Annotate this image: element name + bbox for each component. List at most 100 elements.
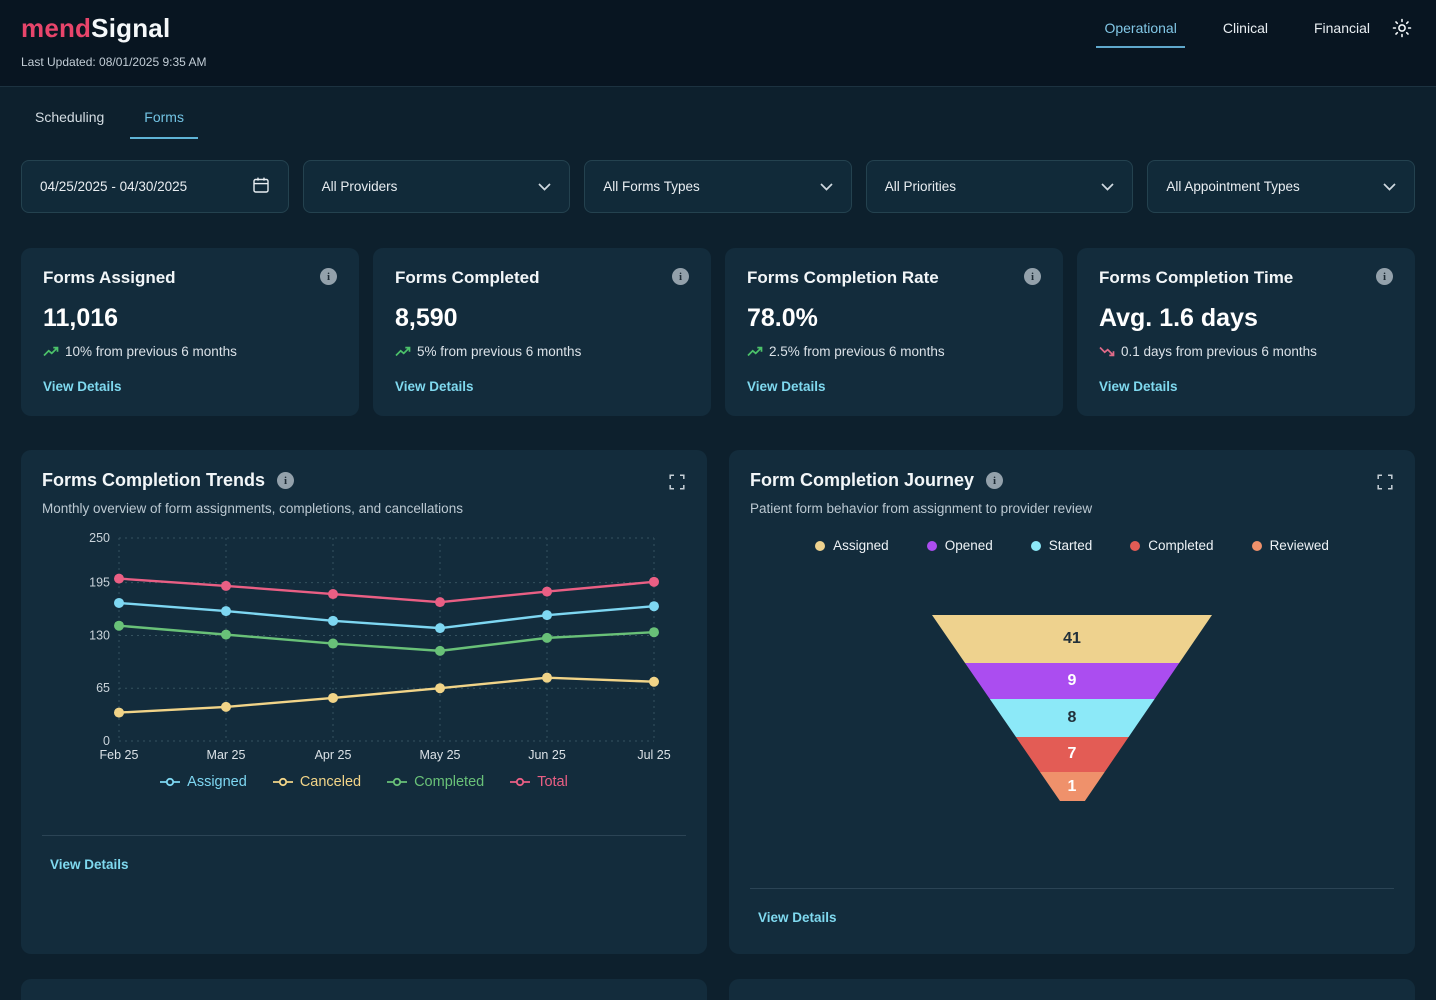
- tab-forms-label: Forms: [144, 109, 184, 125]
- info-icon[interactable]: i: [1024, 268, 1041, 285]
- data-point: [435, 683, 445, 694]
- date-range-picker[interactable]: 04/25/2025 - 04/30/2025: [21, 160, 289, 213]
- x-tick-label: Apr 25: [315, 748, 352, 762]
- view-details-link[interactable]: View Details: [395, 379, 474, 394]
- kpi-row: Forms Assigned i 11,016 10% from previou…: [21, 248, 1415, 416]
- trend-up-icon: [395, 346, 411, 357]
- expand-icon[interactable]: [1377, 474, 1393, 495]
- forms-types-dropdown[interactable]: All Forms Types: [584, 160, 852, 213]
- tab-clinical-label: Clinical: [1222, 20, 1268, 36]
- trend-down-icon: [1099, 346, 1115, 357]
- kpi-value: 78.0%: [747, 304, 818, 332]
- data-point: [114, 573, 124, 584]
- info-icon[interactable]: i: [277, 472, 295, 489]
- legend-item-assigned[interactable]: Assigned: [160, 774, 247, 790]
- legend-item-completed[interactable]: Completed: [387, 774, 484, 790]
- info-icon[interactable]: i: [1376, 268, 1393, 285]
- legend-item-started[interactable]: Started: [1030, 538, 1092, 553]
- trend-line-total: [118, 577, 655, 604]
- view-details-link[interactable]: View Details: [50, 857, 129, 872]
- logo-signal: Signal: [91, 13, 171, 43]
- funnel-stage-completed[interactable]: 7: [932, 736, 1212, 773]
- legend-marker-icon: [160, 777, 181, 787]
- data-point: [328, 692, 338, 703]
- view-details-link[interactable]: View Details: [747, 379, 826, 394]
- tab-operational[interactable]: Operational: [1096, 16, 1185, 48]
- data-point: [649, 576, 659, 587]
- partial-card: [729, 979, 1415, 1000]
- legend-marker-icon: [387, 777, 408, 787]
- legend-marker-icon: [510, 777, 531, 787]
- tab-clinical[interactable]: Clinical: [1215, 16, 1276, 48]
- view-details-link[interactable]: View Details: [1099, 379, 1178, 394]
- trends-title: Forms Completion Trends: [42, 470, 266, 490]
- funnel-stage-assigned[interactable]: 41: [932, 615, 1212, 664]
- journey-card: Form Completion Journey i Patient form b…: [729, 450, 1415, 954]
- kpi-card-forms-assigned: Forms Assigned i 11,016 10% from previou…: [21, 248, 359, 416]
- bottom-row: [21, 979, 1415, 1000]
- legend-dot-icon: [1251, 540, 1262, 551]
- kpi-trend-text: 2.5% from previous 6 months: [769, 344, 945, 359]
- trends-subtitle: Monthly overview of form assignments, co…: [42, 501, 463, 516]
- trend-up-icon: [43, 346, 59, 357]
- priorities-dropdown[interactable]: All Priorities: [865, 160, 1134, 213]
- legend-dot-icon: [926, 540, 937, 551]
- app-logo: mendSignal: [21, 13, 1415, 44]
- legend-item-opened[interactable]: Opened: [926, 538, 993, 553]
- funnel-stage-started[interactable]: 8: [932, 698, 1212, 737]
- legend-item-total[interactable]: Total: [510, 774, 568, 790]
- legend-dot-icon: [1030, 540, 1041, 551]
- app-header: mendSignal Last Updated: 08/01/2025 9:35…: [0, 0, 1436, 87]
- view-details-link[interactable]: View Details: [758, 910, 837, 925]
- data-point: [542, 586, 552, 597]
- kpi-trend-text: 5% from previous 6 months: [417, 344, 582, 359]
- funnel-stage-reviewed[interactable]: 1: [932, 772, 1212, 801]
- trend-line-canceled: [118, 676, 655, 714]
- legend-dot-icon: [1130, 540, 1141, 551]
- tab-forms[interactable]: Forms: [130, 103, 198, 139]
- x-tick-label: Jul 25: [637, 748, 670, 762]
- y-tick-label: 195: [89, 576, 110, 590]
- legend-item-reviewed[interactable]: Reviewed: [1251, 538, 1329, 553]
- data-point: [649, 627, 659, 638]
- x-tick-label: May 25: [420, 748, 461, 762]
- tab-scheduling[interactable]: Scheduling: [21, 103, 118, 139]
- legend-item-canceled[interactable]: Canceled: [272, 774, 361, 790]
- info-icon[interactable]: i: [320, 268, 337, 285]
- funnel-stage-opened[interactable]: 9: [932, 663, 1212, 699]
- tab-financial-label: Financial: [1313, 20, 1370, 36]
- charts-row: Forms Completion Trends i Monthly overvi…: [21, 450, 1415, 954]
- trends-card: Forms Completion Trends i Monthly overvi…: [21, 450, 707, 954]
- filter-bar: 04/25/2025 - 04/30/2025 All Providers Al…: [21, 160, 1415, 213]
- kpi-title: Forms Completion Rate: [747, 268, 939, 287]
- y-tick-label: 0: [103, 734, 110, 748]
- section-tabs: Scheduling Forms: [0, 87, 1436, 139]
- logo-mend: mend: [21, 13, 92, 43]
- kpi-value: Avg. 1.6 days: [1099, 304, 1258, 332]
- divider: [42, 835, 686, 836]
- view-details-link[interactable]: View Details: [43, 379, 122, 394]
- last-updated-text: Last Updated: 08/01/2025 9:35 AM: [21, 55, 207, 69]
- providers-dropdown-value: All Providers: [321, 179, 398, 194]
- chevron-down-icon: [1101, 179, 1114, 194]
- journey-subtitle: Patient form behavior from assignment to…: [750, 501, 1093, 516]
- trend-up-icon: [747, 346, 763, 357]
- providers-dropdown[interactable]: All Providers: [302, 160, 571, 213]
- data-point: [114, 620, 124, 631]
- trend-line-assigned: [118, 601, 655, 630]
- kpi-value: 11,016: [43, 304, 119, 332]
- expand-icon[interactable]: [669, 474, 685, 495]
- tab-financial[interactable]: Financial: [1306, 16, 1378, 48]
- partial-card: [21, 979, 707, 1000]
- legend-item-completed[interactable]: Completed: [1130, 538, 1214, 553]
- appointment-types-dropdown[interactable]: All Appointment Types: [1147, 160, 1415, 213]
- legend-item-assigned[interactable]: Assigned: [815, 538, 889, 553]
- data-point: [542, 672, 552, 683]
- kpi-card-forms-completed: Forms Completed i 8,590 5% from previous…: [373, 248, 711, 416]
- info-icon[interactable]: i: [672, 268, 689, 285]
- kpi-title: Forms Assigned: [43, 268, 176, 287]
- info-icon[interactable]: i: [986, 472, 1004, 489]
- y-tick-label: 130: [89, 628, 110, 642]
- sun-icon[interactable]: [1392, 18, 1412, 43]
- trend-line-completed: [118, 624, 655, 653]
